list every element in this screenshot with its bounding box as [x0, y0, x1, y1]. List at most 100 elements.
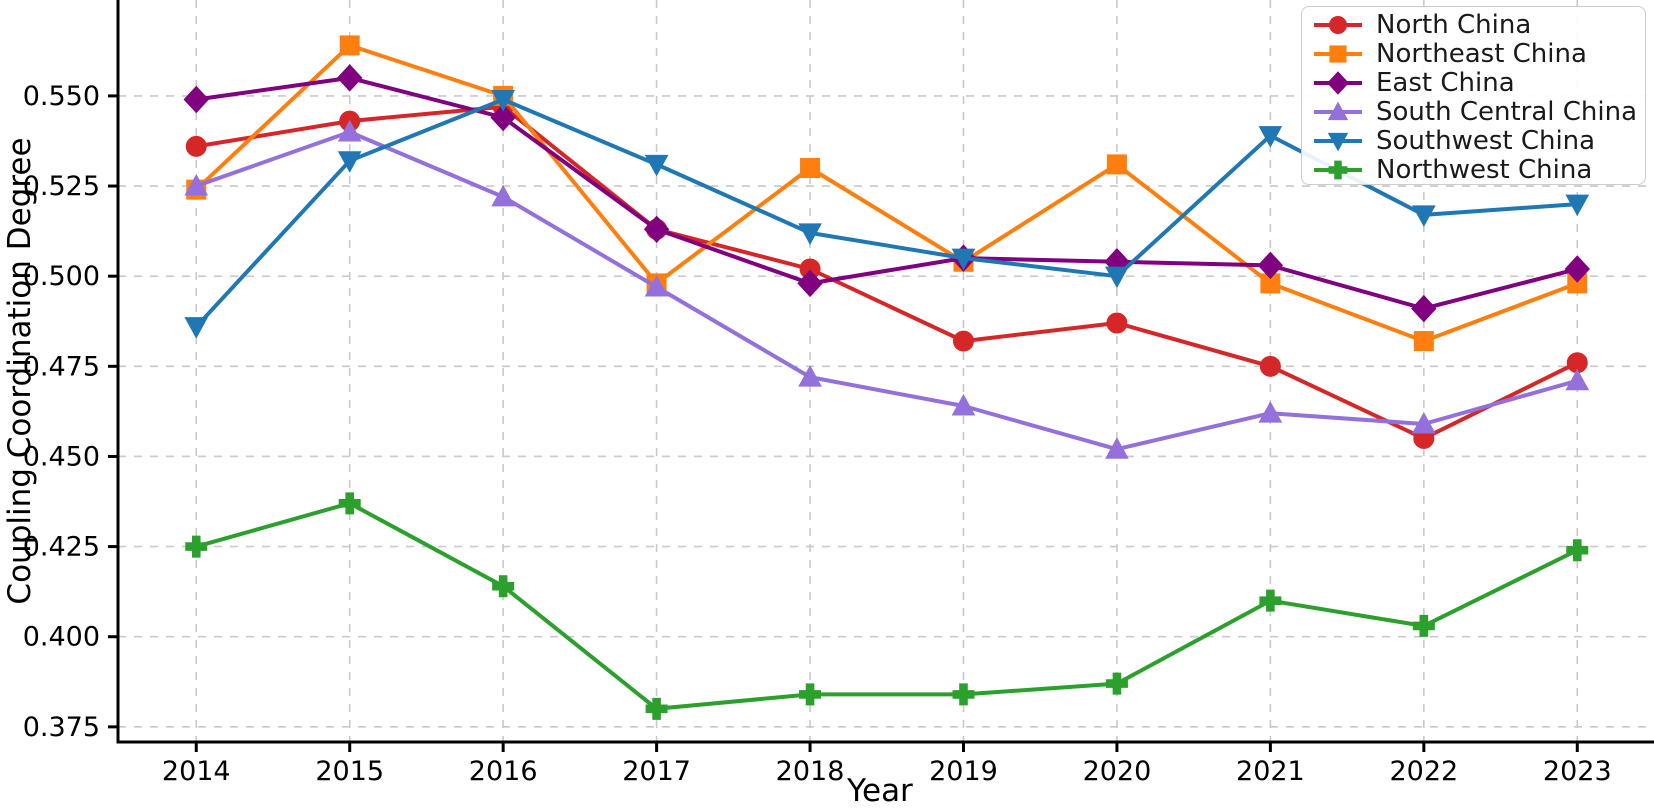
plus-marker — [1566, 539, 1589, 562]
y-tick-label: 0.500 — [23, 261, 100, 292]
triangle-down-marker — [1411, 205, 1436, 227]
triangle-up-marker — [1565, 368, 1590, 391]
series-east-china — [183, 64, 1590, 323]
plus-marker — [1105, 672, 1128, 695]
circle-marker — [952, 330, 974, 352]
axes-layer: 0.375 0.400 0.425 0.450 0.475 0.500 0.525 0.550… — [23, 0, 1654, 787]
diamond-marker — [1411, 294, 1437, 323]
plus-marker — [1259, 589, 1282, 612]
plus-marker — [645, 697, 668, 720]
triangle-up-marker — [951, 393, 976, 416]
series-northwest-china — [185, 492, 1589, 720]
x-tick-label: 2022 — [1389, 756, 1458, 787]
circle-marker — [1329, 15, 1347, 34]
square-marker — [1413, 331, 1434, 352]
plus-marker — [492, 575, 515, 598]
square-marker — [1329, 44, 1347, 63]
triangle-up-marker — [798, 365, 822, 387]
diamond-marker — [1257, 251, 1284, 280]
x-axis-label: Year — [846, 773, 913, 809]
triangle-down-marker — [1258, 126, 1283, 148]
legend-swatch-diamond-icon — [1314, 70, 1362, 95]
legend-item-east-china: East China — [1312, 69, 1645, 97]
series-line — [194, 43, 1579, 344]
series-line — [195, 501, 1579, 711]
diamond-marker — [643, 215, 670, 244]
diamond-marker — [337, 64, 363, 92]
legend: North China Northeast China East China S… — [1301, 6, 1646, 185]
x-tick-label: 2015 — [315, 756, 384, 787]
triangle-down-marker — [1327, 132, 1349, 151]
triangle-up-marker — [337, 119, 362, 142]
legend-label: Southwest China — [1376, 125, 1596, 156]
legend-swatch-triangle-down-icon — [1314, 132, 1362, 151]
diamond-marker — [1327, 70, 1349, 95]
circle-marker — [1106, 312, 1128, 334]
triangle-down-marker — [1565, 194, 1590, 217]
x-tick-label: 2017 — [622, 756, 691, 787]
circle-marker — [185, 135, 207, 157]
legend-item-northwest-china: Northwest China — [1312, 156, 1645, 184]
triangle-down-marker — [184, 317, 209, 339]
square-marker — [339, 35, 360, 56]
legend-swatch-circle-icon — [1314, 15, 1362, 34]
triangle-down-marker — [798, 223, 822, 245]
y-tick-label: 0.375 — [23, 712, 100, 743]
legend-label: Northwest China — [1376, 154, 1593, 185]
legend-swatch-triangle-up-icon — [1314, 101, 1362, 120]
triangle-up-marker — [184, 174, 209, 196]
legend-swatch-plus-icon — [1314, 160, 1362, 179]
series-south-central-china — [184, 119, 1590, 459]
legend-item-south-central-china: South Central China — [1312, 98, 1645, 126]
y-tick-label: 0.450 — [23, 441, 100, 472]
diamond-marker — [797, 269, 823, 298]
x-tick-label: 2023 — [1543, 756, 1612, 787]
y-tick-label: 0.550 — [23, 81, 100, 112]
triangle-down-marker — [951, 248, 976, 271]
diamond-marker — [1564, 255, 1590, 283]
plus-marker — [952, 683, 975, 706]
legend-item-southwest-china: Southwest China — [1312, 127, 1645, 155]
series-line — [196, 75, 1578, 311]
y-tick-label: 0.425 — [23, 532, 100, 563]
legend-label: East China — [1376, 67, 1515, 98]
triangle-up-marker — [1411, 411, 1436, 434]
x-tick-label: 2019 — [929, 756, 998, 787]
circle-marker — [1259, 355, 1281, 377]
diamond-marker — [490, 103, 516, 132]
triangle-up-marker — [1327, 101, 1349, 120]
triangle-down-marker — [1105, 266, 1129, 289]
y-tick-label: 0.475 — [23, 351, 100, 382]
plus-marker — [1328, 160, 1348, 179]
triangle-down-marker — [337, 151, 362, 173]
y-axis-label: Coupling Coordination Degree — [2, 137, 38, 604]
x-tick-label: 2021 — [1236, 756, 1305, 787]
plus-marker — [1412, 614, 1435, 637]
legend-label: North China — [1376, 9, 1532, 40]
legend-item-north-china: North China — [1312, 11, 1645, 39]
x-tick-label: 2016 — [469, 756, 538, 787]
triangle-down-marker — [644, 154, 669, 177]
y-tick-label: 0.525 — [23, 171, 100, 202]
x-tick-label: 2014 — [162, 756, 231, 787]
legend-label: South Central China — [1376, 96, 1638, 127]
triangle-down-marker — [491, 90, 515, 112]
triangle-up-marker — [644, 274, 669, 297]
plus-marker — [185, 535, 208, 558]
legend-swatch-square-icon — [1314, 44, 1362, 63]
legend-item-northeast-china: Northeast China — [1312, 40, 1645, 68]
x-tick-label: 2018 — [776, 756, 845, 787]
plus-marker — [338, 492, 361, 515]
series-line — [195, 130, 1578, 452]
square-marker — [1106, 154, 1127, 175]
diamond-marker — [183, 85, 209, 114]
x-tick-label: 2020 — [1083, 756, 1152, 787]
series-line — [195, 104, 1579, 441]
plus-marker — [799, 683, 822, 706]
triangle-up-marker — [1258, 401, 1283, 423]
triangle-up-marker — [1105, 437, 1129, 459]
y-tick-label: 0.400 — [23, 622, 100, 653]
triangle-up-marker — [491, 184, 515, 207]
